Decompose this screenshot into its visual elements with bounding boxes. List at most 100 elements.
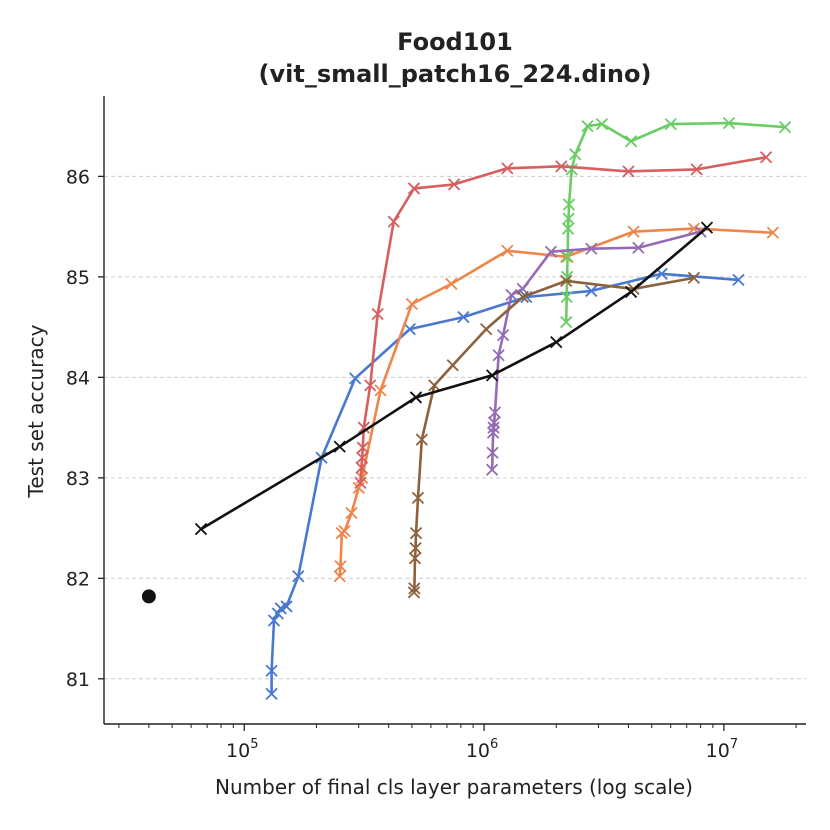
- series-3: [560, 116, 792, 329]
- series-5: [485, 225, 707, 476]
- series-4: [354, 151, 773, 489]
- baseline-point: [141, 589, 156, 604]
- data-point: [355, 451, 369, 464]
- data-point: [371, 307, 384, 321]
- data-point: [485, 463, 499, 476]
- data-point: [561, 222, 575, 235]
- x-tick-label: 106: [466, 737, 498, 762]
- data-point: [447, 178, 461, 191]
- x-tick-label: 107: [706, 737, 738, 762]
- data-point: [595, 117, 609, 131]
- data-point: [357, 421, 370, 434]
- data-point: [480, 322, 493, 336]
- data-point: [585, 242, 598, 255]
- chart-subtitle: (vit_small_patch16_224.dino): [259, 60, 652, 88]
- data-point: [581, 120, 594, 133]
- tick-marks: [98, 175, 797, 731]
- y-tick-label: 86: [66, 166, 90, 188]
- data-point: [445, 277, 458, 291]
- data-point: [265, 664, 278, 677]
- x-tick-label: 105: [226, 737, 258, 762]
- data-point: [407, 586, 421, 599]
- data-point: [355, 461, 368, 474]
- data-point: [560, 274, 573, 288]
- data-point: [555, 160, 568, 173]
- data-point: [457, 310, 470, 324]
- axes: [103, 96, 806, 725]
- data-point: [486, 426, 500, 439]
- data-point: [374, 384, 387, 397]
- data-point: [267, 614, 281, 627]
- data-point: [492, 349, 505, 362]
- data-point: [690, 163, 703, 176]
- series-7: [194, 221, 714, 536]
- data-point: [364, 379, 377, 392]
- chart-title: Food101: [397, 28, 513, 56]
- data-point: [403, 322, 416, 336]
- data-point: [687, 271, 701, 285]
- data-point: [334, 560, 347, 573]
- series-line: [564, 121, 786, 323]
- series-line: [338, 227, 773, 577]
- data-point: [292, 570, 305, 583]
- data-point: [560, 290, 573, 304]
- data-point: [411, 491, 425, 505]
- data-point: [516, 290, 529, 304]
- data-point: [569, 148, 582, 161]
- series-line: [412, 276, 695, 593]
- data-point: [333, 440, 346, 453]
- data-point: [622, 165, 635, 178]
- data-point: [409, 526, 423, 540]
- y-tick-label: 82: [66, 568, 90, 590]
- data-point: [759, 151, 773, 164]
- data-point: [415, 433, 428, 446]
- data-point: [560, 250, 573, 263]
- data-point: [778, 121, 792, 134]
- grid-lines: [104, 175, 806, 680]
- data-point: [280, 600, 293, 613]
- data-point: [408, 582, 421, 595]
- y-axis-label: Test set accuracy: [24, 324, 48, 498]
- data-point: [624, 285, 638, 299]
- data-point: [356, 441, 369, 454]
- data-point: [585, 284, 598, 298]
- y-tick-label: 81: [66, 669, 90, 691]
- data-point: [664, 117, 677, 131]
- data-point: [562, 212, 575, 225]
- data-point: [722, 116, 736, 130]
- data-point: [486, 446, 499, 459]
- data-point: [627, 225, 640, 238]
- tick-labels: 81 82 83 84 85 86 105 106 107: [66, 166, 738, 762]
- data-point: [387, 215, 400, 228]
- data-point: [265, 687, 278, 700]
- data-point: [561, 250, 574, 263]
- data-point: [501, 162, 514, 175]
- data-point: [496, 329, 510, 342]
- data-point: [501, 244, 514, 257]
- data-point: [550, 336, 563, 349]
- data-point: [408, 552, 422, 565]
- series-6: [407, 271, 701, 599]
- data-point: [349, 372, 362, 385]
- y-tick-label: 83: [66, 468, 90, 490]
- data-point: [632, 241, 645, 254]
- data-point: [409, 391, 423, 404]
- series-line: [200, 226, 708, 531]
- data-point: [409, 542, 422, 555]
- data-point: [446, 359, 459, 372]
- x-axis-label: Number of final cls layer parameters (lo…: [215, 775, 693, 799]
- data-point: [333, 570, 346, 583]
- data-point: [700, 221, 714, 234]
- series-group: [141, 116, 792, 700]
- series-line: [490, 230, 701, 470]
- y-tick-label: 85: [66, 267, 90, 289]
- data-point: [407, 182, 421, 195]
- data-point: [562, 198, 576, 211]
- data-point: [766, 226, 779, 239]
- data-point: [487, 416, 501, 429]
- y-tick-label: 84: [66, 367, 90, 389]
- data-point: [488, 406, 502, 419]
- data-point: [487, 421, 500, 434]
- data-point: [505, 288, 518, 302]
- data-point: [338, 524, 351, 538]
